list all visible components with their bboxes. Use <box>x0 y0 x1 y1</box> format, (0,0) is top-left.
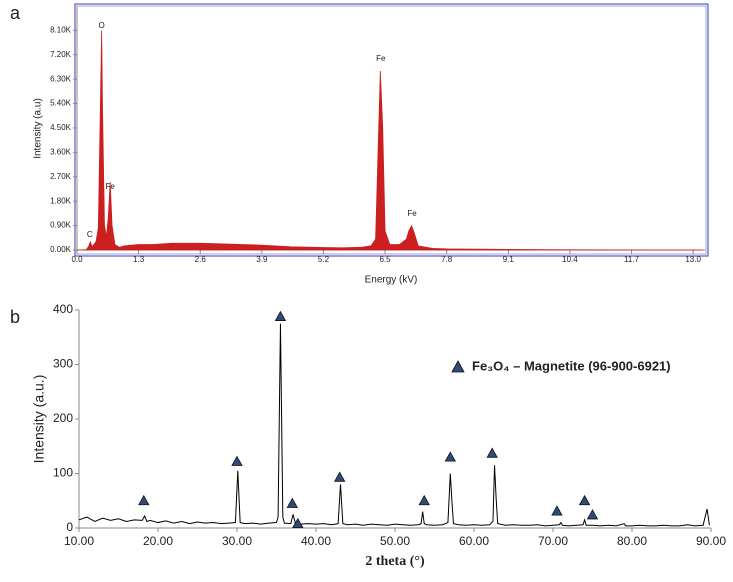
x-tick-label: 50.00 <box>380 534 410 548</box>
peak-label: Fe <box>106 182 116 191</box>
peak-marker <box>334 471 346 482</box>
y-tick-label: 0.00K <box>50 245 72 254</box>
x-tick-label: 3.9 <box>256 255 268 264</box>
y-axis-label: Intensity (a.u.) <box>31 375 47 464</box>
peak-marker <box>138 494 150 506</box>
y-tick-label: 5.40K <box>50 99 72 108</box>
panel-label: b <box>10 307 20 327</box>
x-tick-label: 9.1 <box>503 255 515 264</box>
x-tick-label: 0.0 <box>71 255 83 264</box>
x-tick-label: 10.00 <box>64 534 94 548</box>
x-tick-label: 10.4 <box>562 255 578 264</box>
peak-marker <box>578 494 591 506</box>
peak-marker <box>551 505 563 516</box>
x-tick-label: 5.2 <box>318 255 330 264</box>
y-axis-label: Intensity (a.u) <box>33 98 44 159</box>
x-tick-label: 1.3 <box>133 255 145 264</box>
x-tick-label: 40.00 <box>301 534 331 548</box>
x-tick-label: 7.8 <box>441 255 453 264</box>
y-tick-label: 100 <box>53 466 73 480</box>
peak-marker <box>444 451 456 462</box>
peak-marker <box>286 497 298 508</box>
x-tick-label: 11.7 <box>624 255 640 264</box>
chart: b 0 100 200 300 400 10.00 20.00 30.00 40.00 50.00 6… <box>10 302 726 569</box>
x-tick-label: 30.00 <box>222 534 252 548</box>
y-tick-label: 3.60K <box>50 147 72 156</box>
y-tick-label: 6.30K <box>50 74 72 83</box>
peak-label: C <box>87 230 93 239</box>
peak-label: Fe <box>376 54 386 63</box>
peak-marker <box>292 517 304 529</box>
peak-marker <box>486 447 498 458</box>
x-tick-label: 6.5 <box>380 255 392 264</box>
peak-label: O <box>99 21 105 30</box>
x-axis-label: 2 theta (°) <box>365 554 425 569</box>
peak-marker <box>274 310 287 321</box>
y-tick-label: 1.80K <box>50 196 72 205</box>
xrd-line <box>78 323 710 527</box>
peak-marker <box>231 455 243 466</box>
legend-marker <box>451 360 465 373</box>
y-tick-label: 0 <box>66 520 73 534</box>
x-tick-label: 90.00 <box>696 534 726 548</box>
peak-label: Fe <box>407 209 417 218</box>
x-tick-label: 60.00 <box>459 534 489 548</box>
x-tick-label: 20.00 <box>143 534 173 548</box>
y-tick-label: 7.20K <box>50 50 72 59</box>
plot-frame-inner <box>76 5 707 255</box>
y-tick-label: 0.90K <box>50 221 72 230</box>
legend-label: Fe₃O₄ – Magnetite (96-900-6921) <box>472 358 671 373</box>
x-tick-label: 80.00 <box>617 534 647 548</box>
x-tick-label: 13.0 <box>685 255 701 264</box>
y-tick-label: 8.10K <box>50 25 72 34</box>
peak-marker <box>418 494 430 506</box>
y-tick-label: 300 <box>53 357 73 371</box>
y-tick-label: 400 <box>53 302 73 316</box>
x-tick-label: 2.6 <box>195 255 207 264</box>
y-tick-label: 4.50K <box>50 123 72 132</box>
plot-frame <box>74 3 709 257</box>
chart: a 0.00K 0.90K 1.80K 2.70K 3.60K 4.50K 5.40K 6.30… <box>10 3 709 286</box>
peak-marker <box>586 509 599 520</box>
panel-label: a <box>10 3 21 23</box>
x-axis-label: Energy (kV) <box>365 275 418 286</box>
y-tick-label: 2.70K <box>50 172 72 181</box>
spectrum-area <box>77 30 703 251</box>
x-tick-label: 70.00 <box>538 534 568 548</box>
y-tick-label: 200 <box>53 411 73 425</box>
